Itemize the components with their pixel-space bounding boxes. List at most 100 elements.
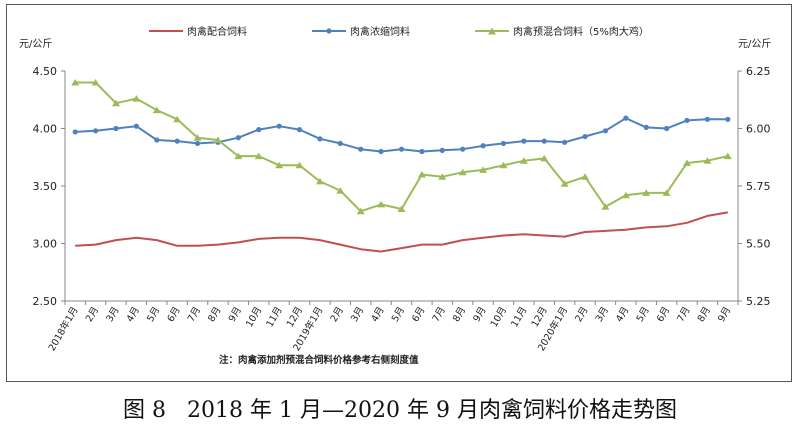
y-ticks-left: 2.50 3.00 3.50 4.00 4.50 [33,65,65,308]
data-point-blue [684,117,690,124]
data-point-blue [562,139,568,145]
data-point-green [213,136,222,143]
legend-marker-blue [326,28,332,34]
x-tick-label: 10月 [244,305,264,329]
data-point-blue [133,123,139,129]
data-point-green [519,157,528,164]
data-point-green [581,173,590,180]
x-tick-label: 9月 [471,305,488,324]
x-tick-label: 7月 [431,305,448,324]
data-point-blue [174,138,180,144]
data-point-green [417,171,426,178]
y-tick-label-right: 5.50 [746,238,771,251]
data-point-green [295,161,304,169]
data-point-blue [725,116,731,122]
x-tick-label: 5月 [390,305,407,324]
x-tick-label: 4月 [614,305,631,324]
data-point-blue [623,115,629,121]
data-point-green [336,187,345,194]
x-tick-label: 10月 [489,305,509,329]
legend: 肉禽配合饲料 肉禽浓缩饲料 肉禽预混合饲料（5%肉大鸡） [149,25,649,38]
data-point-green [703,157,712,164]
data-point-green [254,152,263,160]
legend-marker-green [488,27,496,35]
x-tick-label: 7月 [186,305,203,324]
x-tick-label: 11月 [509,305,529,329]
x-tick-label: 8月 [696,305,713,324]
y-tick-label-right: 6.25 [746,65,771,78]
data-point-green [315,177,324,185]
data-point-green [193,134,202,141]
data-point-blue [256,127,262,133]
data-point-green [438,173,447,180]
data-point-green [642,189,651,196]
data-point-blue [643,124,649,130]
x-tick-label: 2月 [84,305,101,324]
x-tick-label: 8月 [451,305,468,324]
x-tick-label: 4月 [369,305,386,324]
data-point-blue [72,129,78,135]
x-tick-label: 2月 [329,305,346,324]
data-point-blue [419,148,425,155]
data-point-blue [113,125,119,132]
data-point-blue [92,128,99,134]
data-point-blue [500,140,507,147]
data-point-green [356,207,365,215]
data-point-blue [664,125,670,132]
data-point-green [397,205,406,212]
y-tick-label-right: 5.75 [746,180,771,193]
y-unit-left: 元/公斤 [19,38,52,50]
x-tick-label: 8月 [206,305,223,324]
data-point-blue [194,140,201,147]
data-point-green [540,154,549,162]
x-tick-label: 12月 [285,305,305,329]
x-tick-label: 6月 [165,305,182,324]
x-tick-label: 6月 [410,305,427,324]
data-point-blue [541,138,547,144]
data-point-green [621,191,630,199]
y-tick-label-left: 2.50 [33,295,58,308]
data-point-green [560,180,569,187]
data-point-blue [235,135,241,141]
x-tick-label: 2018年1月 [46,305,81,354]
y-tick-label-left: 4.00 [33,123,58,136]
x-tick-label: 9月 [716,305,733,324]
data-point-green [234,152,243,160]
y-tick-label-left: 3.50 [33,180,58,193]
data-point-blue [317,136,323,142]
data-point-blue [521,138,527,144]
chart-frame: 元/公斤 元/公斤 肉禽配合饲料 肉禽浓缩饲料 肉禽预混合饲料（5%肉大鸡） 2… [6,4,792,382]
data-point-blue [358,146,364,152]
x-tick-label: 3月 [349,305,366,324]
data-point-blue [582,133,588,140]
series-line-1 [75,211,728,253]
data-point-green [377,200,386,208]
chart-svg: 元/公斤 元/公斤 肉禽配合饲料 肉禽浓缩饲料 肉禽预混合饲料（5%肉大鸡） 2… [19,25,771,366]
y-tick-label-right: 6.00 [746,123,771,136]
y-tick-label-left: 3.00 [33,238,58,251]
data-point-green [662,189,671,196]
x-tick-label: 11月 [264,305,284,329]
figure-caption-label: 图 8 [123,398,167,423]
y-ticks-right: 5.25 5.50 5.75 6.00 6.25 [738,65,771,308]
data-point-blue [398,146,405,152]
data-point-blue [154,137,160,143]
y-unit-right: 元/公斤 [738,38,771,50]
series-layer [71,79,732,253]
data-point-green [499,161,508,169]
x-tick-label: 7月 [675,305,692,324]
data-point-blue [337,140,343,147]
x-tick-label: 4月 [125,305,142,324]
data-point-green [71,79,80,86]
x-tick-label: 5月 [145,305,162,324]
data-point-green [173,115,182,123]
data-point-green [275,161,284,169]
data-point-blue [704,116,711,122]
data-point-blue [378,148,384,155]
x-tick-label: 12月 [530,305,550,329]
x-tick-label: 6月 [655,305,672,324]
data-point-green [601,203,610,210]
data-point-blue [276,123,282,129]
data-point-green [683,159,692,166]
